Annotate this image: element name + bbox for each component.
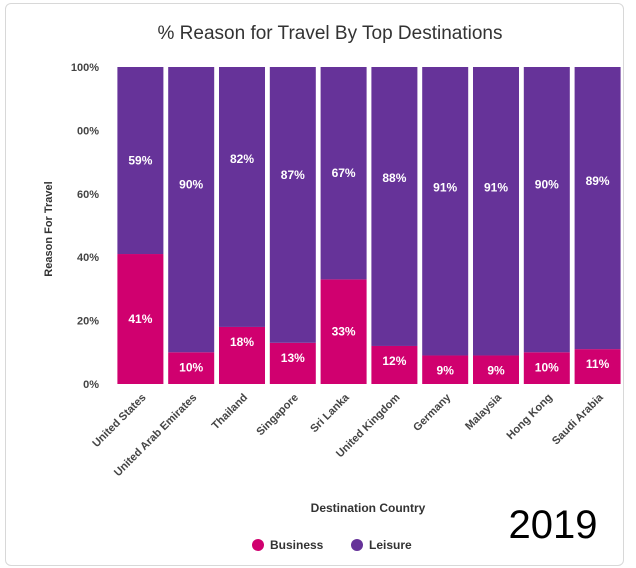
y-axis-label: Reason For Travel xyxy=(43,181,55,276)
legend-swatch-business xyxy=(252,539,264,551)
x-axis-label: Destination Country xyxy=(311,501,426,515)
data-label-leisure: 89% xyxy=(586,174,610,188)
legend-label-business: Business xyxy=(270,538,324,552)
x-tick-label: United Arab Emirates xyxy=(112,392,199,479)
data-label-leisure: 90% xyxy=(535,177,559,191)
data-label-leisure: 67% xyxy=(332,166,356,180)
data-label-business: 9% xyxy=(487,363,505,377)
x-tick-label: Hong Kong xyxy=(505,392,555,442)
bar-leisure xyxy=(320,67,367,280)
data-label-business: 41% xyxy=(128,312,152,326)
y-tick-label: 100% xyxy=(71,62,99,74)
bar-business xyxy=(168,352,215,384)
y-axis-ticks: 0% 20% 40% 60% 00% 100% xyxy=(71,62,99,391)
x-tick-label: Germany xyxy=(411,391,454,434)
data-label-leisure: 91% xyxy=(484,180,508,194)
data-label-leisure: 91% xyxy=(433,180,457,194)
bars-group: 41% 59% 10% 90% 18% 82% 13% 87% 33% 67% 12% 88% 9% 91… xyxy=(117,67,621,384)
data-label-business: 11% xyxy=(586,357,610,371)
x-tick-label: Thailand xyxy=(210,392,250,432)
bar-leisure xyxy=(219,67,265,327)
data-label-business: 13% xyxy=(281,351,305,365)
bar-leisure xyxy=(523,67,570,353)
y-tick-label: 0% xyxy=(83,379,99,391)
chart-title: % Reason for Travel By Top Destinations xyxy=(158,23,503,44)
data-label-business: 10% xyxy=(179,360,203,374)
data-label-business: 12% xyxy=(382,354,406,368)
legend-label-leisure: Leisure xyxy=(369,538,412,552)
data-label-business: 33% xyxy=(332,325,356,339)
data-label-business: 18% xyxy=(230,335,254,349)
data-label-business: 10% xyxy=(535,360,559,374)
legend: Business Leisure xyxy=(252,538,412,552)
x-tick-label: Saudi Arabia xyxy=(550,391,606,447)
bar-business xyxy=(371,345,418,384)
data-label-leisure: 88% xyxy=(382,171,406,185)
x-tick-label: Singapore xyxy=(254,392,301,439)
data-label-leisure: 87% xyxy=(281,168,305,182)
x-tick-label: Malaysia xyxy=(463,391,505,433)
x-tick-label: United States xyxy=(90,392,148,450)
bar-business xyxy=(473,355,519,384)
bar-leisure xyxy=(574,67,621,350)
bar-leisure xyxy=(269,67,316,343)
bar-leisure xyxy=(422,67,469,356)
bar-business xyxy=(117,254,164,384)
y-tick-label: 20% xyxy=(77,316,99,328)
bar-business xyxy=(219,326,265,384)
legend-swatch-leisure xyxy=(351,539,363,551)
data-label-leisure: 90% xyxy=(179,177,203,191)
bar-leisure xyxy=(473,67,519,356)
data-label-leisure: 82% xyxy=(230,152,254,166)
y-tick-label: 40% xyxy=(77,252,99,264)
data-label-leisure: 59% xyxy=(128,154,152,168)
year-label: 2019 xyxy=(509,503,598,547)
data-label-business: 9% xyxy=(437,363,455,377)
bar-leisure xyxy=(117,67,164,255)
bar-business xyxy=(574,349,621,384)
bar-leisure xyxy=(371,67,418,346)
y-tick-label: 60% xyxy=(77,189,99,201)
bar-leisure xyxy=(168,67,215,353)
bar-business xyxy=(320,279,367,384)
bar-business xyxy=(422,355,469,384)
bar-business xyxy=(523,352,570,384)
y-tick-label: 00% xyxy=(77,125,99,137)
bar-business xyxy=(269,342,316,384)
x-tick-label: Sri Lanka xyxy=(308,391,352,435)
